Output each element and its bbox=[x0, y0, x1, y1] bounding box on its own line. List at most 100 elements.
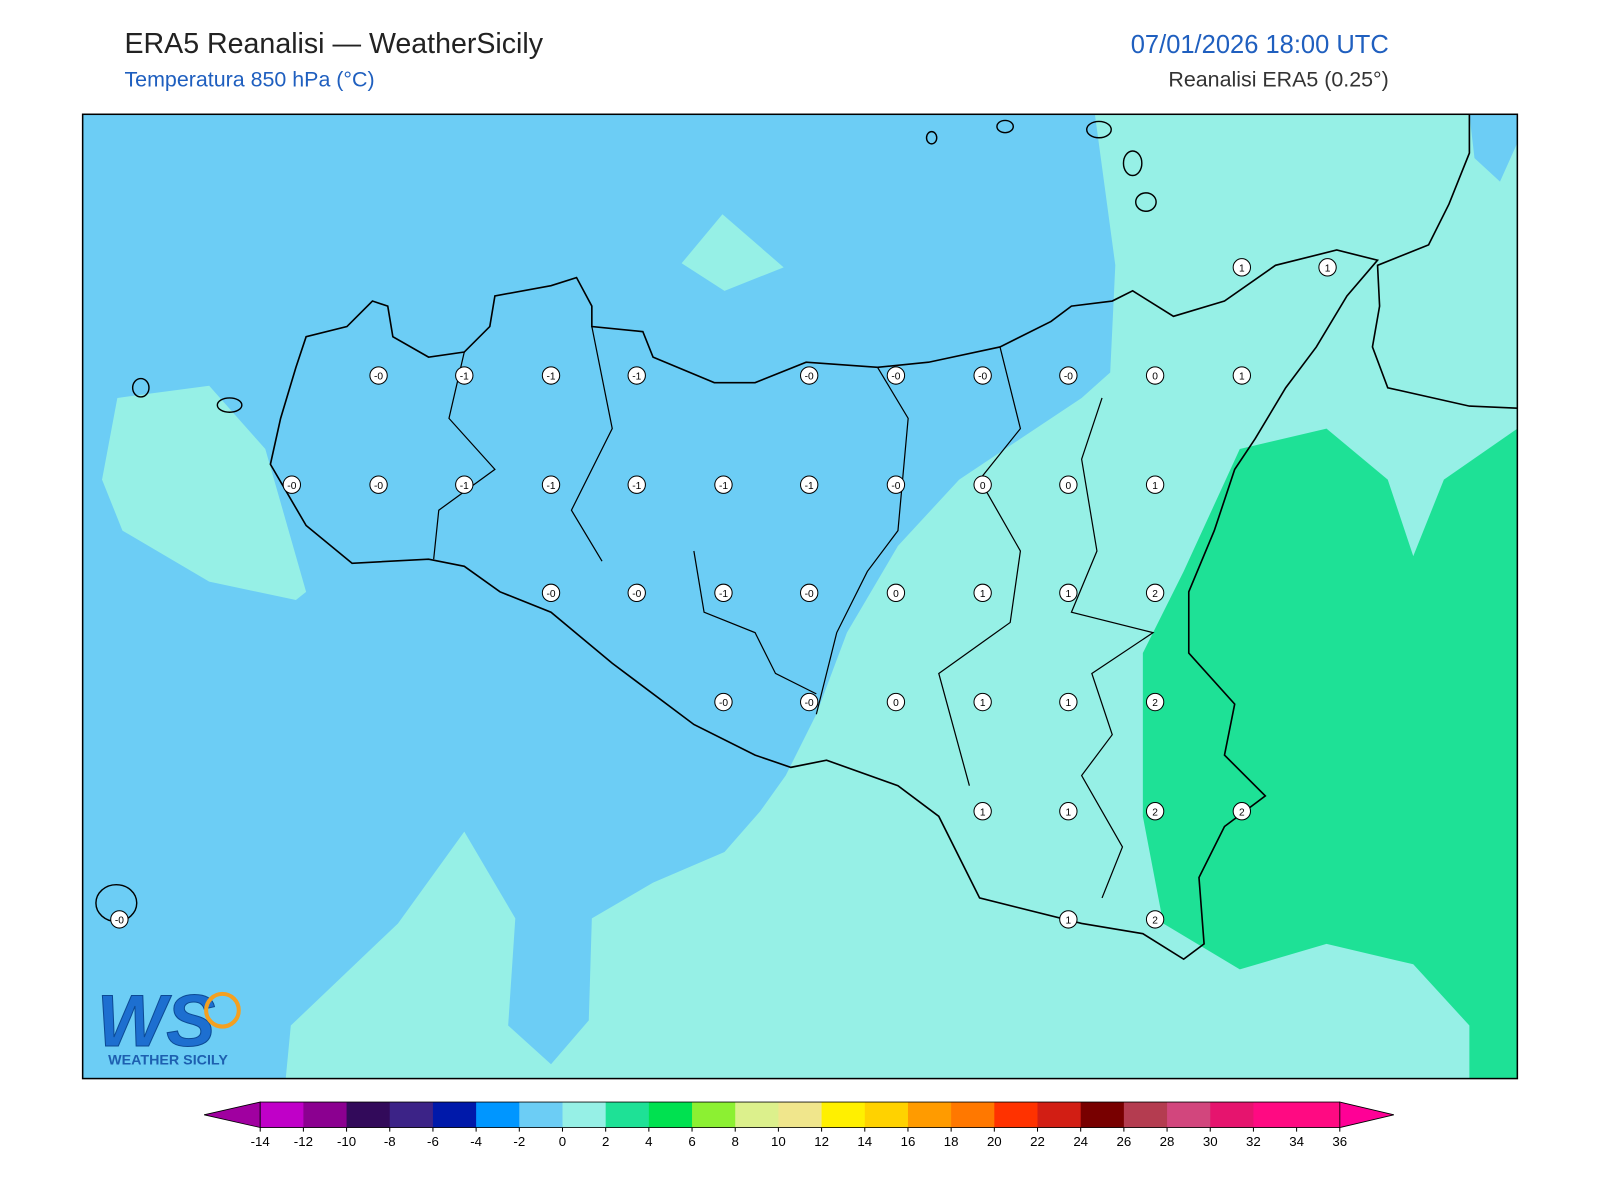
station-marker bbox=[541, 366, 561, 385]
station-value: 1 bbox=[1325, 263, 1331, 274]
colorbar-frame bbox=[259, 1101, 1341, 1128]
colorbar-bin bbox=[1296, 1102, 1341, 1128]
station-marker bbox=[973, 366, 992, 385]
station-marker bbox=[973, 583, 992, 603]
station-value: -0 bbox=[1064, 372, 1073, 383]
station-value: -0 bbox=[805, 698, 814, 709]
station-value: -1 bbox=[719, 589, 728, 600]
logo-text: WEATHER SICILY bbox=[108, 1052, 228, 1068]
colorbar-bin bbox=[735, 1102, 779, 1128]
station-value: -0 bbox=[374, 481, 383, 492]
colorbar-bin bbox=[1037, 1102, 1082, 1128]
station-marker bbox=[973, 802, 992, 821]
colorbar-tick-label: 10 bbox=[771, 1134, 786, 1149]
station-value: 1 bbox=[980, 589, 986, 600]
colorbar-tick-label: 0 bbox=[559, 1134, 566, 1149]
station-marker bbox=[1059, 366, 1078, 385]
station-marker bbox=[455, 475, 474, 494]
colorbar-tick-label: 2 bbox=[602, 1134, 609, 1149]
station-marker bbox=[627, 475, 646, 494]
station-marker bbox=[886, 366, 906, 385]
colorbar-bin bbox=[994, 1102, 1039, 1128]
station-marker bbox=[800, 583, 819, 603]
station-value: 2 bbox=[1152, 589, 1158, 600]
colorbar-tick-label: 34 bbox=[1289, 1134, 1304, 1149]
station-marker bbox=[1232, 366, 1252, 385]
station-marker bbox=[1145, 802, 1165, 821]
island bbox=[1135, 192, 1157, 212]
colorbar-tick-label: 20 bbox=[987, 1134, 1002, 1149]
colorbar-tick-label: 26 bbox=[1117, 1134, 1132, 1149]
station-value: 0 bbox=[980, 481, 986, 492]
stations: 1 1 -0 -1 -1 -1 -0 -0 -0 -0 0 1 -0 -0 -1 -1 -1 -1 -1 -0 0 0 1 -… bbox=[110, 258, 1337, 929]
station-marker bbox=[1059, 583, 1078, 603]
colorbar-bin bbox=[260, 1102, 304, 1128]
station-value: 1 bbox=[1239, 372, 1245, 383]
field-mild bbox=[681, 214, 784, 291]
island bbox=[1122, 150, 1143, 177]
colorbar-bin bbox=[1167, 1102, 1211, 1128]
colorbar-tick-label: -14 bbox=[251, 1134, 270, 1149]
station-value: 1 bbox=[1066, 698, 1072, 709]
station-marker bbox=[1059, 802, 1078, 821]
station-marker bbox=[282, 475, 302, 494]
field-warm bbox=[1142, 428, 1518, 1079]
datetime: 07/01/2026 18:00 UTC bbox=[1131, 31, 1389, 59]
colorbar-bin bbox=[1123, 1102, 1168, 1128]
station-marker bbox=[1145, 583, 1165, 603]
station-marker bbox=[800, 475, 819, 494]
island bbox=[216, 397, 243, 413]
station-value: -1 bbox=[632, 372, 641, 383]
colorbar-tick-label: 14 bbox=[857, 1134, 872, 1149]
colorbar-bin bbox=[519, 1102, 563, 1128]
station-marker bbox=[1145, 475, 1165, 494]
station-marker bbox=[800, 366, 819, 385]
station-marker bbox=[973, 692, 992, 712]
colorbar-tick-label: -2 bbox=[513, 1134, 525, 1149]
station-value: -0 bbox=[632, 589, 641, 600]
colorbar-tick-label: 12 bbox=[814, 1134, 829, 1149]
station-value: 1 bbox=[1066, 589, 1072, 600]
station-value: -1 bbox=[632, 481, 641, 492]
station-marker bbox=[455, 366, 474, 385]
station-value: 0 bbox=[893, 589, 899, 600]
colorbar-bin bbox=[1253, 1102, 1298, 1128]
station-value: 2 bbox=[1239, 807, 1245, 818]
station-marker bbox=[369, 475, 388, 494]
colorbar-bin bbox=[476, 1102, 520, 1128]
colorbar-bin bbox=[432, 1102, 477, 1128]
station-value: -1 bbox=[719, 481, 728, 492]
station-marker bbox=[714, 692, 733, 712]
station-value: 2 bbox=[1152, 698, 1158, 709]
station-value: -1 bbox=[460, 481, 469, 492]
map-frame bbox=[81, 113, 1519, 1080]
colorbar-bin bbox=[951, 1102, 995, 1128]
island bbox=[925, 130, 938, 145]
station-value: 0 bbox=[1152, 372, 1158, 383]
colorbar-tick-label: 30 bbox=[1203, 1134, 1218, 1149]
colorbar-bin bbox=[907, 1102, 952, 1128]
station-marker bbox=[1059, 910, 1078, 929]
station-value: -0 bbox=[891, 481, 900, 492]
colorbar-bin bbox=[562, 1102, 607, 1128]
station-marker bbox=[800, 692, 819, 712]
logo: WS WEATHER SICILY bbox=[96, 978, 241, 1068]
station-marker bbox=[1145, 692, 1165, 712]
logo-sun bbox=[204, 991, 241, 1029]
map-area: 1 1 -0 -1 -1 -1 -0 -0 -0 -0 0 1 -0 -0 -1 -1 -1 -1 -1 -0 0 0 1 -… bbox=[81, 113, 1519, 1080]
colorbar-tick-label: 28 bbox=[1160, 1134, 1175, 1149]
station-marker bbox=[886, 692, 906, 712]
station-marker bbox=[1232, 802, 1252, 821]
station-value: 1 bbox=[980, 807, 986, 818]
logo-initials: WS bbox=[97, 979, 215, 1062]
colorbar-bin bbox=[303, 1102, 348, 1128]
colorbar: -14 -12 -10 -8 -6 -4 -2 0 2 4 6 8 10 12 14 16 18 20 22 24 26… bbox=[203, 1101, 1394, 1149]
colorbar-bin bbox=[605, 1102, 650, 1128]
station-marker bbox=[627, 583, 646, 603]
station-marker bbox=[1318, 258, 1337, 277]
colorbar-bin bbox=[1080, 1102, 1125, 1128]
station-marker bbox=[886, 583, 906, 603]
colorbar-tick-label: -12 bbox=[294, 1134, 313, 1149]
